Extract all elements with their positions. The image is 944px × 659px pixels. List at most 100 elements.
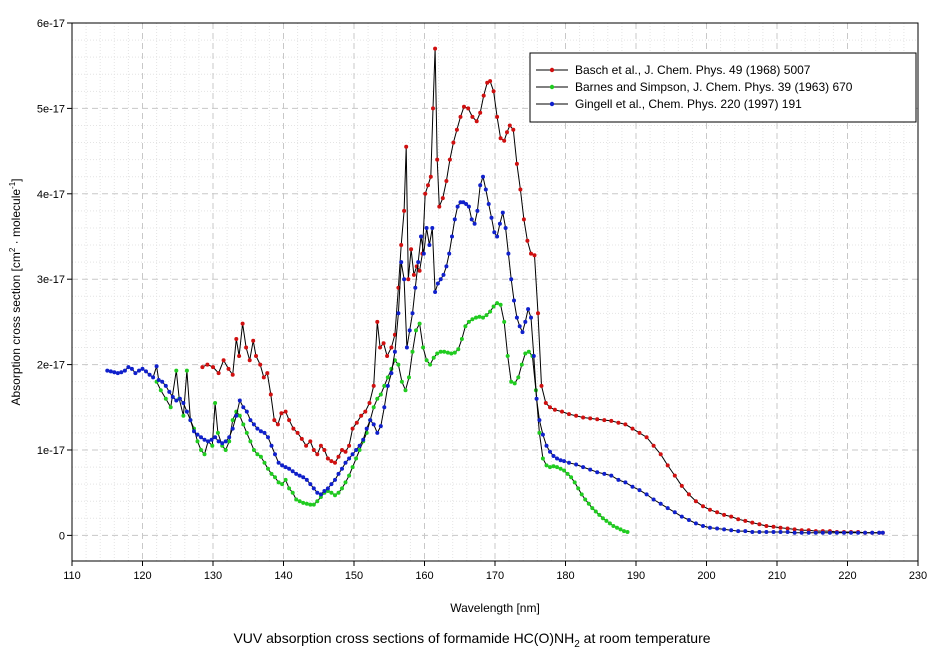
data-point	[399, 243, 404, 247]
data-point	[615, 525, 619, 530]
data-point	[210, 443, 215, 448]
data-point	[325, 456, 330, 461]
data-point	[237, 413, 242, 418]
data-point	[399, 260, 404, 265]
data-point	[609, 473, 614, 478]
data-point	[287, 486, 292, 491]
data-point	[672, 473, 677, 478]
data-point	[607, 521, 612, 526]
data-point	[451, 140, 456, 145]
data-point	[581, 465, 586, 470]
data-point	[715, 526, 720, 531]
data-point	[163, 396, 168, 401]
data-point	[333, 477, 337, 482]
data-point	[426, 183, 430, 188]
y-axis-title-sup: -1	[8, 181, 17, 189]
data-point	[385, 383, 390, 388]
data-point	[466, 106, 471, 111]
data-point	[329, 459, 334, 464]
data-point	[729, 528, 734, 533]
data-point	[254, 354, 258, 358]
y-axis-title-part: Absorption cross section [cm	[9, 252, 23, 405]
data-point	[778, 525, 783, 530]
data-point	[820, 530, 825, 535]
data-point	[470, 317, 475, 322]
data-point	[880, 530, 885, 535]
data-point	[244, 430, 249, 435]
data-point	[382, 405, 387, 410]
data-point	[701, 504, 705, 509]
data-point	[221, 358, 226, 363]
data-point	[304, 443, 309, 448]
data-point	[472, 221, 477, 226]
caption-text-end: at room temperature	[579, 630, 711, 646]
data-point	[495, 301, 500, 306]
data-point	[275, 422, 280, 427]
y-tick-label: 2e-17	[37, 360, 65, 372]
data-point	[611, 524, 616, 528]
data-point	[133, 371, 138, 376]
data-point	[375, 430, 380, 435]
data-point	[750, 520, 755, 525]
data-point	[220, 441, 225, 446]
data-point	[581, 415, 586, 420]
data-point	[407, 328, 412, 333]
data-point	[474, 315, 478, 320]
data-point	[576, 486, 581, 491]
data-point	[322, 489, 327, 493]
data-point	[402, 208, 407, 213]
data-point	[604, 518, 609, 523]
data-point	[262, 460, 267, 465]
series-1	[200, 46, 885, 535]
data-point	[343, 460, 348, 465]
data-point	[842, 530, 846, 535]
data-point	[555, 456, 559, 461]
data-point	[474, 119, 479, 124]
data-point	[736, 529, 741, 534]
legend-marker	[549, 101, 555, 107]
data-point	[536, 311, 540, 316]
legend-label: Basch et al., J. Chem. Phys. 49 (1968) 5…	[575, 63, 811, 77]
data-point	[363, 409, 368, 414]
data-point	[521, 217, 526, 222]
data-point	[517, 324, 522, 329]
data-point	[551, 464, 556, 469]
data-point	[147, 372, 152, 377]
data-point	[715, 510, 720, 515]
data-point	[364, 426, 369, 431]
data-point	[428, 174, 433, 179]
data-point	[170, 395, 175, 399]
data-point	[525, 238, 530, 243]
data-point	[266, 435, 270, 440]
data-point	[486, 202, 491, 206]
data-point	[544, 463, 549, 468]
data-point	[442, 349, 447, 354]
data-point	[470, 114, 475, 119]
data-point	[375, 319, 380, 324]
data-point	[108, 369, 113, 374]
data-point	[484, 313, 489, 318]
data-point	[785, 526, 790, 531]
data-point	[262, 430, 267, 435]
data-point	[523, 319, 528, 324]
data-point	[523, 351, 528, 356]
data-point	[411, 272, 416, 277]
data-point	[158, 388, 163, 393]
series-group	[105, 46, 885, 535]
data-point	[440, 196, 445, 201]
data-point	[630, 484, 635, 489]
data-point	[119, 370, 124, 375]
data-point	[329, 482, 334, 487]
data-point	[526, 349, 531, 354]
data-point	[297, 499, 302, 504]
data-point	[241, 422, 246, 427]
data-point	[290, 469, 295, 474]
data-point	[140, 366, 145, 371]
series-3	[105, 174, 885, 535]
data-point	[340, 486, 344, 491]
data-point	[308, 502, 313, 507]
data-point	[433, 290, 438, 294]
data-point	[478, 183, 483, 188]
data-point	[227, 439, 232, 444]
data-point	[396, 311, 401, 316]
